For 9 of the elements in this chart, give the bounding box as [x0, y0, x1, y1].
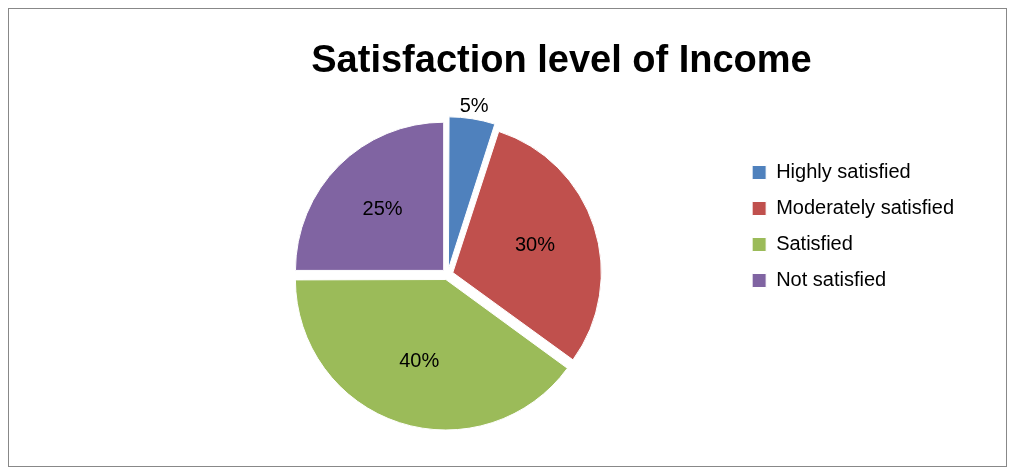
data-label: 25% — [362, 196, 403, 219]
chart-title: Satisfaction level of Income — [311, 38, 812, 81]
data-label: 5% — [459, 93, 489, 116]
legend-label: Not satisfied — [776, 268, 887, 291]
legend-label: Satisfied — [776, 232, 853, 255]
legend-label: Moderately satisfied — [776, 196, 955, 219]
data-label: 40% — [399, 349, 440, 372]
legend-label: Highly satisfied — [776, 160, 911, 183]
data-label: 30% — [514, 233, 556, 256]
